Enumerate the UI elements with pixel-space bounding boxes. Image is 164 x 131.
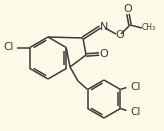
Text: O: O	[124, 4, 132, 14]
Text: CH₃: CH₃	[142, 23, 156, 32]
Text: O: O	[116, 30, 124, 40]
Text: Cl: Cl	[130, 107, 141, 116]
Text: O: O	[100, 49, 108, 59]
Text: N: N	[100, 22, 108, 32]
Text: Cl: Cl	[130, 81, 141, 91]
Text: Cl: Cl	[4, 42, 14, 53]
